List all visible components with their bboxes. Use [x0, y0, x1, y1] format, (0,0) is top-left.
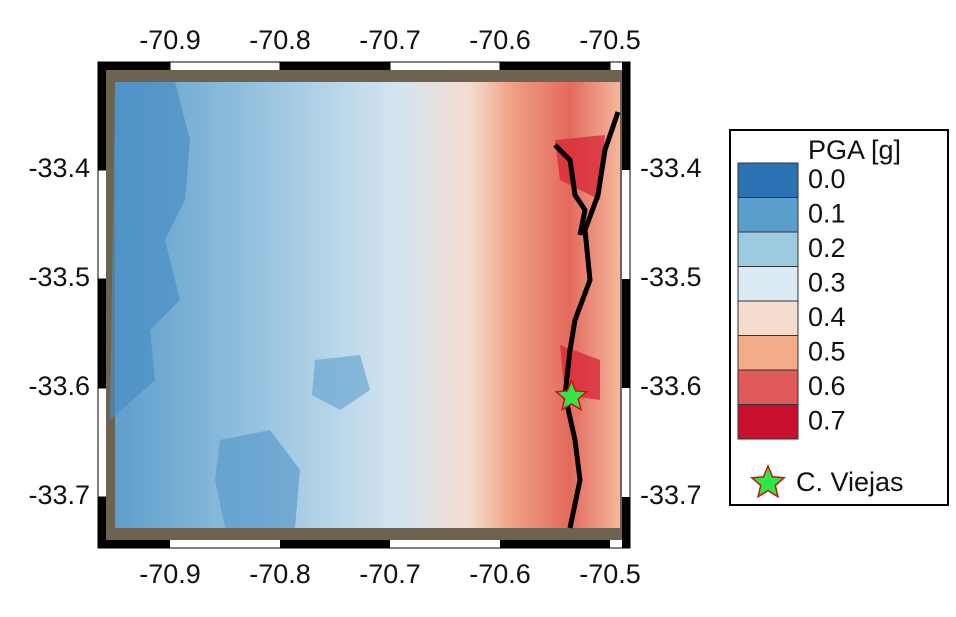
- frame-segment: [98, 170, 106, 279]
- legend-label: 0.5: [808, 337, 846, 367]
- legend-label: 0.4: [808, 302, 846, 332]
- y-tick-label-left: -33.7: [28, 480, 90, 510]
- x-tick-label-bottom: -70.8: [249, 559, 311, 589]
- frame-segment: [500, 62, 610, 70]
- frame-segment: [170, 62, 280, 70]
- y-tick-label-right: -33.6: [640, 371, 702, 401]
- legend-label: 0.1: [808, 199, 846, 229]
- map-border: [97, 61, 631, 549]
- frame-segment: [610, 540, 630, 548]
- pga-zone: [110, 82, 190, 420]
- pga-field: [115, 82, 620, 528]
- site-marker: [554, 378, 589, 412]
- y-tick-label-left: -33.6: [28, 371, 90, 401]
- pga-zone: [555, 135, 605, 400]
- frame-segment: [622, 279, 630, 388]
- x-tick-label-top: -70.5: [579, 25, 641, 55]
- legend-swatch: [737, 404, 799, 440]
- pga-zone: [215, 430, 300, 528]
- frame-segment: [98, 540, 170, 548]
- frame-segment: [170, 540, 280, 548]
- y-tick-label-right: -33.5: [640, 262, 702, 292]
- x-tick-label-bottom: -70.6: [469, 559, 531, 589]
- frame-segment: [610, 62, 630, 70]
- frame-segment: [622, 497, 630, 548]
- y-tick-label-right: -33.7: [640, 480, 702, 510]
- x-tick-label-bottom: -70.9: [139, 559, 201, 589]
- legend-swatch: [737, 162, 799, 198]
- frame-segment: [622, 388, 630, 497]
- legend-label: 0.2: [808, 233, 846, 263]
- legend-swatch: [737, 266, 799, 302]
- frame-segment: [390, 62, 500, 70]
- legend-swatch: [737, 335, 799, 371]
- y-tick-label-left: -33.5: [28, 262, 90, 292]
- fault-line: [562, 111, 621, 529]
- legend-label: 0.3: [808, 268, 846, 298]
- legend-label: 0.6: [808, 371, 846, 401]
- legend-swatch: [737, 197, 799, 233]
- frame-segment: [280, 62, 390, 70]
- pga-zone: [312, 355, 370, 410]
- frame-segment: [98, 497, 106, 548]
- x-tick-label-top: -70.8: [249, 25, 311, 55]
- legend-title: PGA [g]: [808, 135, 901, 165]
- frame-segment: [98, 279, 106, 388]
- frame-segment: [500, 540, 610, 548]
- x-tick-label-top: -70.6: [469, 25, 531, 55]
- frame-segment: [98, 62, 106, 170]
- frame-segment: [98, 388, 106, 497]
- frame-segment: [98, 62, 170, 70]
- legend-label: 0.7: [808, 406, 846, 436]
- x-tick-label-bottom: -70.7: [359, 559, 421, 589]
- fault-line: [553, 143, 588, 236]
- map-frame: [98, 62, 630, 548]
- x-tick-label-top: -70.9: [139, 25, 201, 55]
- legend-label: 0.0: [808, 164, 846, 194]
- y-tick-label-right: -33.4: [640, 153, 702, 183]
- legend-marker: [749, 464, 787, 499]
- frame-segment: [280, 540, 390, 548]
- x-tick-label-bottom: -70.5: [579, 559, 641, 589]
- frame-segment: [390, 540, 500, 548]
- frame-segment: [622, 62, 630, 170]
- legend-swatch: [737, 369, 799, 405]
- y-tick-label-left: -33.4: [28, 153, 90, 183]
- legend-swatch: [737, 300, 799, 336]
- legend-marker-label: C. Viejas: [796, 467, 904, 497]
- legend-swatch: [737, 231, 799, 267]
- x-tick-label-top: -70.7: [359, 25, 421, 55]
- frame-segment: [622, 170, 630, 279]
